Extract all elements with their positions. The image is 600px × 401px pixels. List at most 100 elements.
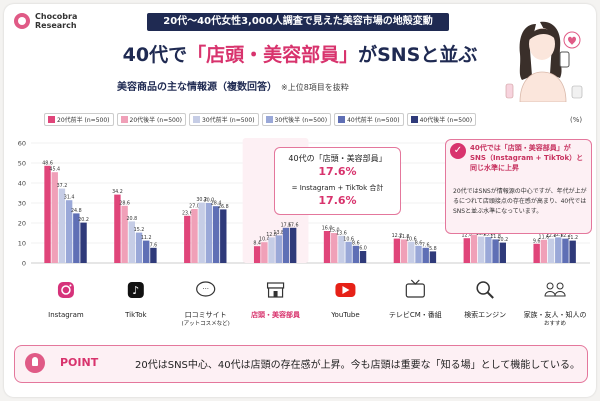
- data-label: 17.6: [288, 222, 299, 228]
- bar: [569, 240, 576, 263]
- store-callout: 40代の「店頭・美容部員」 17.6% = Instagram + TikTok…: [274, 147, 401, 215]
- data-label: 12.4: [461, 233, 472, 239]
- brand-subname: Research: [35, 21, 77, 30]
- bar: [352, 245, 360, 263]
- people-icon: [546, 282, 554, 290]
- title-suffix: がSNSと並ぶ: [358, 44, 478, 66]
- bar: [429, 251, 437, 263]
- legend-item: 40代後半 (n=500): [406, 113, 477, 126]
- data-label: 15.0: [329, 228, 340, 234]
- chat-bubble-icon: [196, 281, 216, 297]
- data-label: 28.6: [119, 200, 130, 206]
- data-label: 37.2: [57, 183, 68, 189]
- title-highlight: 「店頭・美容部員」: [187, 44, 359, 66]
- woman-with-phone-illustration: [505, 21, 583, 102]
- data-label: 23.6: [182, 210, 193, 216]
- category-label: TikTok: [124, 311, 147, 319]
- data-label: 7.6: [150, 242, 158, 248]
- bar: [44, 165, 51, 263]
- bar: [191, 209, 198, 263]
- category-label: 検索エンジン: [464, 310, 506, 319]
- data-label: 13.2: [476, 231, 487, 237]
- bar: [114, 194, 121, 263]
- category-label: おすすめ: [544, 320, 566, 327]
- category-label: Instagram: [48, 311, 84, 319]
- legend-item: 20代前半 (n=500): [44, 113, 114, 126]
- bar: [198, 202, 205, 263]
- data-label: 13.0: [483, 232, 494, 238]
- legend-item: 30代後半 (n=500): [261, 113, 332, 126]
- tiktok-icon: [127, 282, 144, 298]
- bar: [275, 235, 282, 263]
- insight-box: ✓ 40代では「店頭・美容部員」が SNS（Instagram + TikTok…: [445, 139, 592, 234]
- bar: [415, 245, 422, 263]
- bar: [485, 237, 492, 263]
- bar: [400, 239, 408, 263]
- data-label: 10.6: [406, 236, 417, 242]
- brand-name: Chocobra: [35, 12, 78, 21]
- data-label: 13.6: [336, 230, 347, 236]
- search-handle-icon: [486, 291, 494, 299]
- bar: [499, 242, 506, 263]
- y-tick-label: 40: [18, 180, 26, 188]
- legend-swatch: [338, 116, 346, 123]
- legend-swatch: [120, 116, 128, 123]
- bar: [212, 206, 220, 263]
- data-label: 11.8: [490, 234, 501, 240]
- bar: [408, 241, 415, 263]
- instagram-lens-icon: [61, 285, 71, 295]
- data-label: 13.8: [273, 230, 284, 236]
- bar: [477, 236, 485, 263]
- y-tick-label: 60: [18, 140, 26, 148]
- bar: [73, 213, 80, 263]
- tv-antenna-icon: [410, 279, 420, 285]
- bar: [261, 242, 268, 263]
- insight-heading: 40代では「店頭・美容部員」が SNS（Instagram + TikTok）と…: [470, 144, 584, 172]
- legend-item: 40代前半 (n=500): [334, 113, 404, 126]
- callout-line1: 40代の「店頭・美容部員」: [288, 154, 387, 163]
- data-label: 30.0: [204, 198, 215, 204]
- bar: [540, 239, 548, 263]
- legend-item: 20代後半 (n=500): [116, 113, 187, 126]
- data-label: 5.8: [429, 246, 437, 252]
- data-label: 12.8: [553, 232, 564, 238]
- bar: [184, 215, 191, 263]
- bar: [393, 238, 401, 263]
- instagram-dot-icon: [69, 284, 72, 287]
- y-tick-label: 50: [18, 160, 26, 168]
- bar: [492, 239, 499, 263]
- data-label: 11.2: [141, 235, 152, 241]
- category-label: (アットコスメなど): [182, 319, 230, 327]
- bar: [121, 205, 128, 263]
- bar: [268, 237, 275, 263]
- category-label: テレビCM・番組: [389, 310, 442, 319]
- chart-subtitle: 美容商品の主な情報源（複数回答） ※上位8項目を抜粋: [117, 78, 349, 93]
- data-label: 15.2: [134, 227, 145, 233]
- tiktok-note-icon: ♪: [132, 284, 139, 297]
- category-label: 口コミサイト: [185, 311, 227, 319]
- shop-icon: [266, 282, 285, 289]
- bar: [359, 251, 367, 263]
- point-label: POINT: [60, 356, 99, 369]
- data-label: 12.8: [266, 232, 277, 238]
- search-icon: [476, 281, 490, 295]
- data-label: 12.2: [546, 233, 557, 239]
- category-label: 家族・友人・知人の: [524, 310, 587, 319]
- legend-swatch: [410, 116, 418, 123]
- page-title: 40代で「店頭・美容部員」がSNSと並ぶ: [4, 40, 596, 67]
- data-label: 6.0: [359, 246, 367, 252]
- data-label: 48.6: [42, 160, 53, 166]
- y-tick-label: 30: [18, 200, 26, 208]
- bar: [150, 247, 157, 263]
- data-label: 7.6: [422, 242, 430, 248]
- data-label: 28.4: [211, 201, 222, 207]
- y-tick-label: 20: [18, 220, 26, 228]
- bar: [323, 231, 331, 263]
- legend-item: 30代前半 (n=500): [189, 113, 259, 126]
- data-label: 26.8: [218, 204, 229, 210]
- logo-mark-icon: [14, 13, 30, 29]
- insight-body: 20代ではSNSが情報源の中心ですが、年代が上がるにつれて店頭接点の存在感が高ま…: [453, 188, 587, 215]
- subtitle-main: 美容商品の主な情報源（複数回答）: [117, 82, 277, 93]
- data-label: 20.8: [126, 216, 137, 222]
- legend-swatch: [265, 116, 273, 123]
